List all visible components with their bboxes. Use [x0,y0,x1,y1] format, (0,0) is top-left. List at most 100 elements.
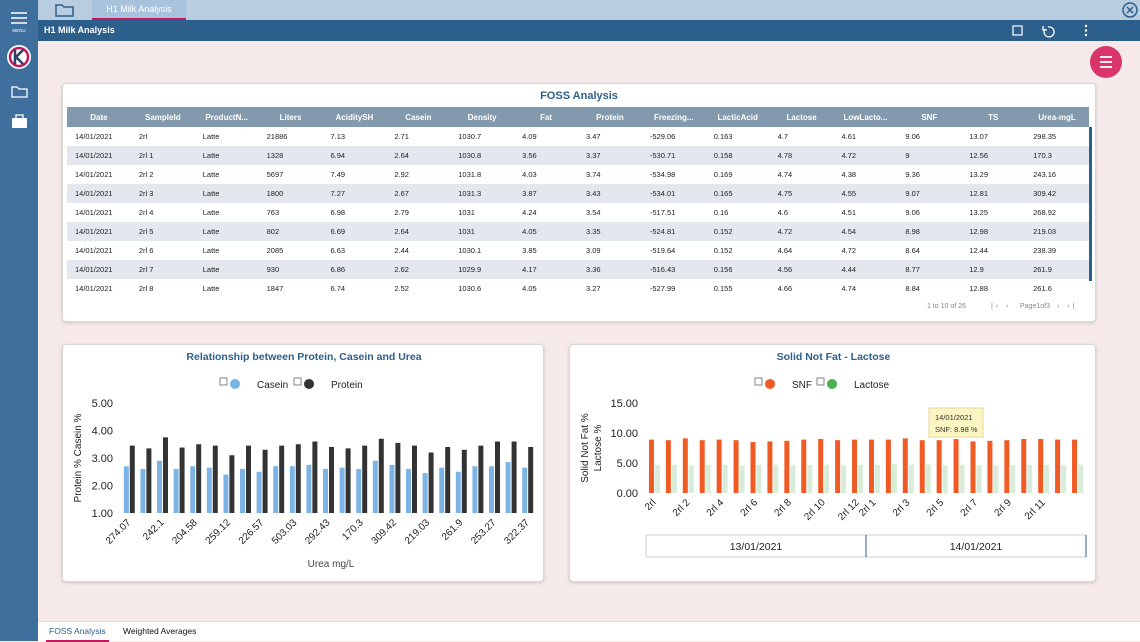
legend-swatch[interactable] [304,379,314,389]
bar[interactable] [654,464,660,493]
bottom-tab[interactable]: FOSS Analysis [46,622,109,642]
bar[interactable] [682,438,688,493]
bar[interactable] [885,439,891,493]
bar[interactable] [824,464,830,493]
bar[interactable] [790,465,796,493]
bar[interactable] [362,445,368,513]
menu-icon[interactable] [11,12,27,24]
bar[interactable] [739,465,745,493]
bar[interactable] [818,439,824,493]
bar[interactable] [1038,439,1044,493]
bar[interactable] [428,452,434,514]
legend-swatch[interactable] [230,379,240,389]
table-row[interactable]: 14/01/2021 2rl Latte 21886 7.13 2.71 1030.7 4.0… [67,127,1089,146]
bar[interactable] [206,467,212,513]
table-row[interactable]: 14/01/2021 2rl 7 Latte 930 6.86 2.62 1029.9 4.1… [67,260,1089,279]
bar[interactable] [240,469,245,513]
bar[interactable] [1004,440,1010,493]
bar[interactable] [1021,439,1027,493]
bar[interactable] [801,439,807,493]
legend-checkbox[interactable] [754,377,763,386]
column-header[interactable]: Liters [258,107,323,127]
bar[interactable] [495,441,500,514]
bar[interactable] [256,471,262,513]
bar[interactable] [773,464,779,493]
bar[interactable] [1010,465,1016,493]
bar[interactable] [439,467,445,513]
bar[interactable] [329,447,334,513]
bar[interactable] [756,464,762,493]
column-header[interactable]: SampleId [130,107,195,127]
bar[interactable] [852,439,858,493]
bar[interactable] [1078,464,1084,493]
bar[interactable] [273,466,279,513]
bar[interactable] [716,439,722,493]
bar[interactable] [295,444,301,513]
bar[interactable] [699,440,705,493]
bar[interactable] [223,474,229,514]
bar[interactable] [993,465,999,493]
bar[interactable] [412,445,417,513]
legend-swatch[interactable] [827,379,837,389]
bar[interactable] [323,469,328,513]
column-header[interactable]: LowLacto... [833,107,898,127]
folder-icon[interactable] [11,86,28,98]
bar[interactable] [472,466,478,513]
bar[interactable] [858,464,864,493]
bar[interactable] [372,460,378,513]
bar[interactable] [445,447,451,513]
bar[interactable] [1061,465,1067,493]
bar[interactable] [163,437,168,513]
bar[interactable] [767,441,773,493]
bar[interactable] [140,469,146,513]
bar[interactable] [306,464,312,513]
column-header[interactable]: Freezing... [641,107,706,127]
column-header[interactable]: SNF [897,107,962,127]
close-icon[interactable] [1121,1,1139,19]
bar[interactable] [970,441,976,493]
bar[interactable] [511,441,517,514]
table-row[interactable]: 14/01/2021 2rl 1 Latte 1328 6.94 2.64 1030.8 3.… [67,146,1089,165]
fab-menu[interactable] [1088,44,1124,80]
refresh-icon[interactable] [1042,26,1055,38]
bar[interactable] [378,438,384,513]
legend-label[interactable]: Lactose [854,380,889,391]
bar[interactable] [874,464,880,493]
bar[interactable] [173,469,179,513]
column-header[interactable]: Casein [386,107,451,127]
bar[interactable] [902,438,908,493]
bar[interactable] [841,465,847,493]
column-header[interactable]: TS [961,107,1026,127]
column-header[interactable]: Date [67,107,131,127]
legend-label[interactable]: SNF [792,380,812,391]
table-row[interactable]: 14/01/2021 2rl 4 Latte 763 6.98 2.79 1031 4.24 3… [67,203,1089,222]
bar[interactable] [722,464,728,493]
bar[interactable] [705,464,711,493]
column-header[interactable]: Lactose [769,107,834,127]
table-row[interactable]: 14/01/2021 2rl 8 Latte 1847 6.74 2.52 1030.6 4.… [67,279,1089,298]
bar[interactable] [908,464,914,493]
bar[interactable] [395,442,401,513]
bar[interactable] [179,447,185,513]
bar[interactable] [835,440,841,493]
bar[interactable] [262,449,268,513]
bottom-tab[interactable]: Weighted Averages [123,626,197,636]
legend-label[interactable]: Protein [331,380,363,391]
column-header[interactable]: ProductN... [194,107,259,127]
bar[interactable] [784,440,790,493]
column-header[interactable]: Protein [578,107,642,127]
bar[interactable] [522,467,528,513]
bar[interactable] [129,445,135,513]
edit-icon[interactable] [1012,25,1023,36]
bar[interactable] [229,455,235,513]
column-header[interactable]: Density [450,107,515,127]
column-header[interactable]: Fat [514,107,578,127]
bar[interactable] [478,445,484,513]
table-row[interactable]: 14/01/2021 2rl 3 Latte 1800 7.27 2.67 1031.3 3.… [67,184,1089,203]
legend-label[interactable]: Casein [257,380,288,391]
bar[interactable] [345,448,351,513]
column-header[interactable]: LacticAcid [705,107,770,127]
bar[interactable] [289,466,295,513]
bar[interactable] [953,439,959,493]
legend-swatch[interactable] [765,379,775,389]
